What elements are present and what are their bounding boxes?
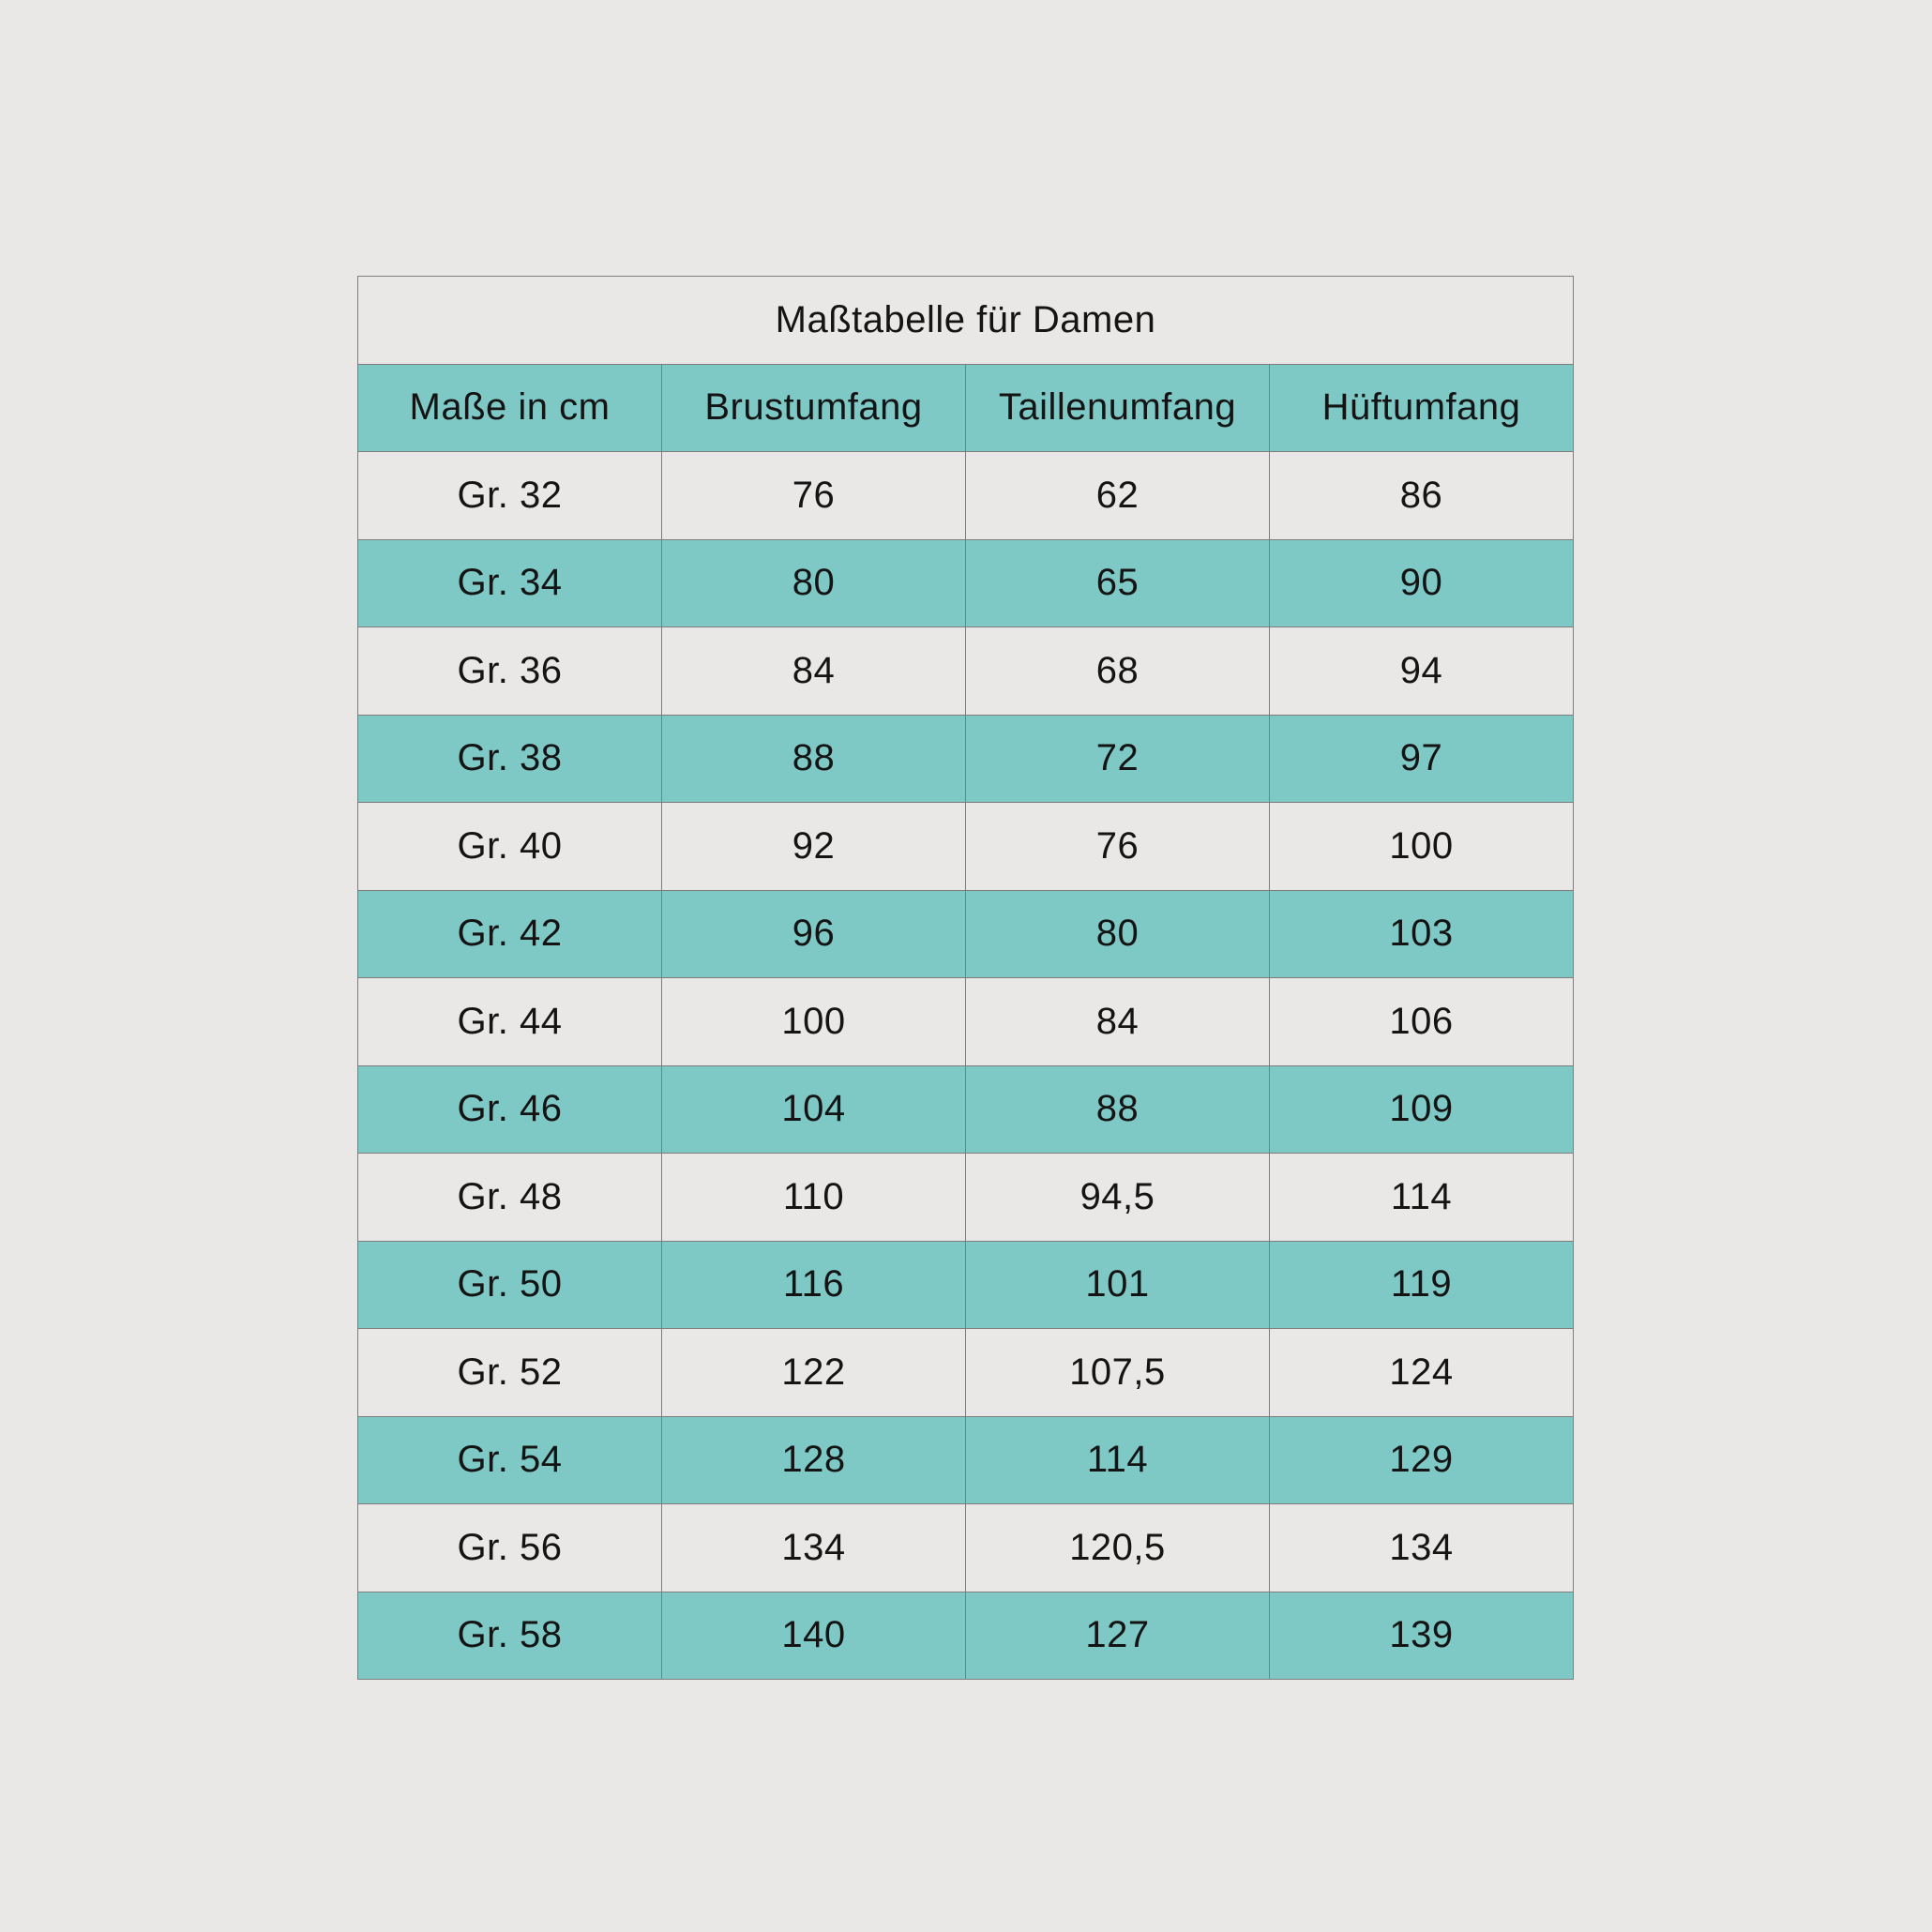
- bust-cell: 110: [661, 1153, 966, 1242]
- bust-cell: 80: [661, 538, 966, 627]
- waist-cell: 94,5: [965, 1153, 1270, 1242]
- hip-cell: 109: [1269, 1064, 1574, 1154]
- waist-cell: 62: [965, 451, 1270, 540]
- waist-cell: 127: [965, 1591, 1270, 1680]
- table-row: Gr. 46 104 88 109: [357, 1064, 1574, 1154]
- bust-cell: 116: [661, 1240, 966, 1329]
- table-row: Gr. 58 140 127 139: [357, 1591, 1574, 1680]
- hip-cell: 90: [1269, 538, 1574, 627]
- column-header-size: Maße in cm: [357, 363, 662, 452]
- table-row: Gr. 44 100 84 106: [357, 977, 1574, 1066]
- size-cell: Gr. 44: [357, 977, 662, 1066]
- bust-cell: 84: [661, 626, 966, 716]
- hip-cell: 86: [1269, 451, 1574, 540]
- table-title-row: Maßtabelle für Damen: [357, 276, 1574, 365]
- waist-cell: 76: [965, 802, 1270, 891]
- bust-cell: 92: [661, 802, 966, 891]
- table-row: Gr. 34 80 65 90: [357, 538, 1574, 627]
- hip-cell: 114: [1269, 1153, 1574, 1242]
- bust-cell: 134: [661, 1503, 966, 1592]
- hip-cell: 103: [1269, 889, 1574, 978]
- bust-cell: 88: [661, 714, 966, 803]
- table-row: Gr. 56 134 120,5 134: [357, 1503, 1574, 1592]
- hip-cell: 97: [1269, 714, 1574, 803]
- hip-cell: 124: [1269, 1328, 1574, 1417]
- hip-cell: 134: [1269, 1503, 1574, 1592]
- waist-cell: 84: [965, 977, 1270, 1066]
- waist-cell: 72: [965, 714, 1270, 803]
- size-cell: Gr. 42: [357, 889, 662, 978]
- table-row: Gr. 54 128 114 129: [357, 1415, 1574, 1504]
- bust-cell: 128: [661, 1415, 966, 1504]
- size-cell: Gr. 50: [357, 1240, 662, 1329]
- waist-cell: 114: [965, 1415, 1270, 1504]
- waist-cell: 107,5: [965, 1328, 1270, 1417]
- size-cell: Gr. 56: [357, 1503, 662, 1592]
- waist-cell: 68: [965, 626, 1270, 716]
- size-cell: Gr. 52: [357, 1328, 662, 1417]
- table-row: Gr. 38 88 72 97: [357, 714, 1574, 803]
- column-header-hip: Hüftumfang: [1269, 363, 1574, 452]
- hip-cell: 139: [1269, 1591, 1574, 1680]
- column-header-bust: Brustumfang: [661, 363, 966, 452]
- waist-cell: 120,5: [965, 1503, 1270, 1592]
- hip-cell: 129: [1269, 1415, 1574, 1504]
- hip-cell: 94: [1269, 626, 1574, 716]
- column-header-waist: Taillenumfang: [965, 363, 1270, 452]
- size-cell: Gr. 54: [357, 1415, 662, 1504]
- table-row: Gr. 32 76 62 86: [357, 451, 1574, 540]
- bust-cell: 104: [661, 1064, 966, 1154]
- waist-cell: 88: [965, 1064, 1270, 1154]
- size-cell: Gr. 32: [357, 451, 662, 540]
- size-cell: Gr. 40: [357, 802, 662, 891]
- size-cell: Gr. 48: [357, 1153, 662, 1242]
- bust-cell: 140: [661, 1591, 966, 1680]
- hip-cell: 119: [1269, 1240, 1574, 1329]
- size-cell: Gr. 36: [357, 626, 662, 716]
- bust-cell: 100: [661, 977, 966, 1066]
- size-cell: Gr. 34: [357, 538, 662, 627]
- table-row: Gr. 40 92 76 100: [357, 802, 1574, 891]
- table-header-row: Maße in cm Brustumfang Taillenumfang Hüf…: [357, 363, 1574, 452]
- size-cell: Gr. 46: [357, 1064, 662, 1154]
- size-cell: Gr. 38: [357, 714, 662, 803]
- table-row: Gr. 48 110 94,5 114: [357, 1153, 1574, 1242]
- hip-cell: 106: [1269, 977, 1574, 1066]
- size-table: Maßtabelle für Damen Maße in cm Brustumf…: [357, 276, 1574, 1680]
- waist-cell: 80: [965, 889, 1270, 978]
- bust-cell: 76: [661, 451, 966, 540]
- waist-cell: 101: [965, 1240, 1270, 1329]
- table-row: Gr. 50 116 101 119: [357, 1240, 1574, 1329]
- bust-cell: 96: [661, 889, 966, 978]
- table-row: Gr. 52 122 107,5 124: [357, 1328, 1574, 1417]
- table-row: Gr. 42 96 80 103: [357, 889, 1574, 978]
- table-title: Maßtabelle für Damen: [357, 276, 1574, 365]
- waist-cell: 65: [965, 538, 1270, 627]
- size-cell: Gr. 58: [357, 1591, 662, 1680]
- table-row: Gr. 36 84 68 94: [357, 626, 1574, 716]
- hip-cell: 100: [1269, 802, 1574, 891]
- bust-cell: 122: [661, 1328, 966, 1417]
